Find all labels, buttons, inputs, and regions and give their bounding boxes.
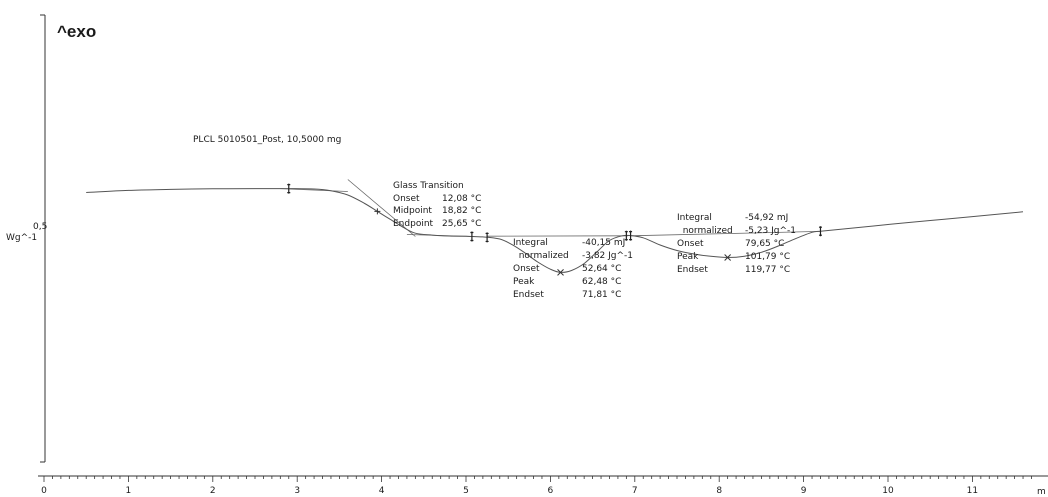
p1-integral-value: -40,15 mJ [582, 238, 625, 248]
x-tick-label: 8 [716, 486, 722, 496]
x-tick-label: 1 [126, 486, 132, 496]
midpoint-cross-marker [374, 208, 381, 215]
limit-flag-marker [629, 230, 633, 241]
p2-normalized-label: normalized [677, 226, 733, 236]
peak1-annotation: Integral -40,15 mJ normalized -3,82 Jg^-… [513, 238, 633, 300]
peak2-annotation: Integral -54,92 mJ normalized -5,23 Jg^-… [677, 213, 796, 275]
p1-integral-label: Integral [513, 238, 548, 248]
gt-endpoint-label: Endpoint [393, 219, 434, 229]
p1-peak-label: Peak [513, 277, 535, 287]
x-axis-ticks: 0 1 2 3 4 5 6 7 8 9 10 11 [41, 476, 1032, 496]
p1-endset-value: 71,81 °C [582, 290, 621, 300]
p2-endset-value: 119,77 °C [745, 265, 790, 275]
p2-peak-value: 101,79 °C [745, 252, 790, 262]
gt-onset-label: Onset [393, 194, 420, 204]
gt-midpoint-value: 18,82 °C [442, 206, 481, 216]
p1-normalized-value: -3,82 Jg^-1 [582, 251, 633, 261]
x-tick-label: 10 [882, 486, 894, 496]
y-axis-bracket [40, 14, 46, 463]
glass-transition-annotation: Glass Transition Onset 12,08 °C Midpoint… [393, 181, 481, 229]
p2-peak-label: Peak [677, 252, 699, 262]
p1-onset-value: 52,64 °C [582, 264, 621, 274]
x-tick-label: 0 [41, 486, 47, 496]
curve-markers [287, 183, 822, 276]
exo-label: ^exo [57, 22, 96, 41]
x-tick-label: 11 [967, 486, 978, 496]
p2-integral-value: -54,92 mJ [745, 213, 788, 223]
glass-transition-title: Glass Transition [393, 181, 464, 191]
x-unit-partial: m [1037, 487, 1046, 497]
p2-onset-value: 79,65 °C [745, 239, 784, 249]
p1-peak-value: 62,48 °C [582, 277, 621, 287]
gt-midpoint-label: Midpoint [393, 206, 432, 216]
y-scale-unit: Wg^-1 [6, 233, 37, 243]
limit-flag-marker [470, 231, 474, 242]
limit-flag-marker [624, 230, 628, 241]
p2-endset-label: Endset [677, 265, 708, 275]
x-tick-label: 5 [463, 486, 469, 496]
p1-normalized-label: normalized [513, 251, 569, 261]
peak2-baseline [630, 231, 821, 237]
integration-baselines [487, 231, 821, 237]
gt-onset-value: 12,08 °C [442, 194, 481, 204]
limit-flag-marker [287, 183, 291, 194]
sample-label: PLCL 5010501_Post, 10,5000 mg [193, 135, 341, 145]
peak-x-marker [724, 254, 731, 261]
x-tick-label: 3 [294, 486, 300, 496]
peak-x-marker [557, 269, 564, 276]
x-tick-label: 9 [801, 486, 807, 496]
p2-onset-label: Onset [677, 239, 704, 249]
limit-flag-marker [818, 226, 822, 237]
x-tick-label: 6 [548, 486, 554, 496]
x-tick-label: 2 [210, 486, 216, 496]
limit-flag-marker [485, 232, 489, 243]
x-tick-label: 4 [379, 486, 385, 496]
p1-endset-label: Endset [513, 290, 544, 300]
x-tick-label: 7 [632, 486, 638, 496]
p1-onset-label: Onset [513, 264, 540, 274]
y-scale-value: 0,5 [33, 222, 47, 232]
gt-endpoint-value: 25,65 °C [442, 219, 481, 229]
p2-normalized-value: -5,23 Jg^-1 [745, 226, 796, 236]
p2-integral-label: Integral [677, 213, 712, 223]
inflection-tangent [347, 179, 416, 237]
